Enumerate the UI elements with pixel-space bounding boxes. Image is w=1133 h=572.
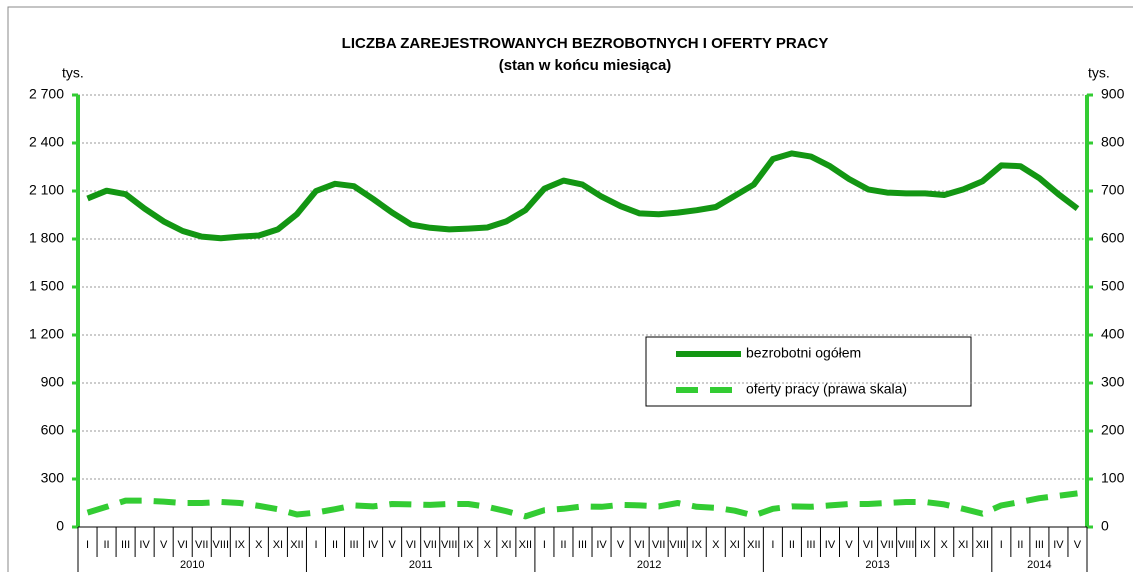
x-tick-label: VII <box>423 539 436 551</box>
x-tick-label: VI <box>406 539 416 551</box>
x-tick-label: II <box>1017 539 1023 551</box>
y2-tick-label: 0 <box>1101 518 1109 534</box>
x-tick-label: II <box>103 539 109 551</box>
y-tick-label: 2 400 <box>29 134 64 150</box>
chart-border <box>7 6 1133 572</box>
x-tick-label: III <box>806 539 815 551</box>
y-tick-label: 1 800 <box>29 230 64 246</box>
legend <box>645 336 972 407</box>
x-tick-label: XII <box>290 539 303 551</box>
x-tick-label: II <box>332 539 338 551</box>
x-tick-label: IV <box>139 539 150 551</box>
x-tick-label: VII <box>652 539 665 551</box>
x-tick-label: V <box>160 539 168 551</box>
y-tick-label: 600 <box>41 422 65 438</box>
x-tick-label: V <box>1074 539 1082 551</box>
y-tick-label: 900 <box>41 374 65 390</box>
y-tick-label: 1 500 <box>29 278 64 294</box>
x-tick-label: IV <box>825 539 836 551</box>
x-tick-label: II <box>789 539 795 551</box>
x-tick-label: IX <box>692 539 703 551</box>
x-tick-label: IX <box>463 539 474 551</box>
x-tick-label: IV <box>368 539 379 551</box>
x-tick-label: VIII <box>898 539 915 551</box>
x-tick-label: IX <box>920 539 931 551</box>
x-tick-label: IV <box>1053 539 1064 551</box>
year-label: 2014 <box>1027 559 1051 571</box>
chart-title: LICZBA ZAREJESTROWANYCH BEZROBOTNYCH I O… <box>342 35 829 52</box>
x-tick-label: XI <box>958 539 968 551</box>
x-tick-label: XI <box>730 539 740 551</box>
x-tick-label: V <box>845 539 853 551</box>
x-tick-label: VII <box>880 539 893 551</box>
x-tick-label: XII <box>976 539 989 551</box>
x-tick-label: X <box>712 539 720 551</box>
x-tick-label: III <box>121 539 130 551</box>
y2-tick-label: 700 <box>1101 182 1125 198</box>
x-tick-label: IV <box>596 539 607 551</box>
y-tick-label: 1 200 <box>29 326 64 342</box>
x-tick-label: VIII <box>669 539 686 551</box>
x-tick-label: IX <box>235 539 246 551</box>
y2-tick-label: 400 <box>1101 326 1125 342</box>
y-tick-label: 2 700 <box>29 86 64 102</box>
legend-label: oferty pracy (prawa skala) <box>746 381 907 397</box>
x-tick-label: I <box>771 539 774 551</box>
x-tick-label: XI <box>501 539 511 551</box>
x-tick-label: X <box>255 539 263 551</box>
x-tick-label: VIII <box>441 539 458 551</box>
x-tick-label: I <box>1000 539 1003 551</box>
x-tick-label: I <box>314 539 317 551</box>
x-tick-label: VI <box>634 539 644 551</box>
x-tick-label: XI <box>273 539 283 551</box>
data-line <box>86 490 1078 520</box>
y2-tick-label: 900 <box>1101 86 1125 102</box>
chart-subtitle: (stan w końcu miesiąca) <box>499 57 672 74</box>
year-label: 2011 <box>409 559 433 571</box>
x-tick-label: I <box>86 539 89 551</box>
y2-tick-label: 300 <box>1101 374 1125 390</box>
y2-tick-label: 600 <box>1101 230 1125 246</box>
x-tick-label: III <box>578 539 587 551</box>
x-tick-label: III <box>1035 539 1044 551</box>
year-label: 2013 <box>865 559 889 571</box>
x-tick-label: XII <box>747 539 760 551</box>
y2-tick-label: 100 <box>1101 470 1125 486</box>
x-tick-label: V <box>388 539 396 551</box>
x-tick-label: V <box>617 539 625 551</box>
x-tick-label: X <box>484 539 492 551</box>
data-line <box>86 150 1080 242</box>
y2-tick-label: 200 <box>1101 422 1125 438</box>
y-tick-label: 2 100 <box>29 182 64 198</box>
y2-tick-label: 800 <box>1101 134 1125 150</box>
x-tick-label: I <box>543 539 546 551</box>
x-tick-label: VI <box>178 539 188 551</box>
y-tick-label: 0 <box>56 518 64 534</box>
year-label: 2010 <box>180 559 204 571</box>
x-tick-label: II <box>560 539 566 551</box>
y2-axis-label: tys. <box>1088 65 1110 81</box>
x-tick-label: XII <box>519 539 532 551</box>
y2-tick-label: 500 <box>1101 278 1125 294</box>
year-label: 2012 <box>637 559 661 571</box>
y-tick-label: 300 <box>41 470 65 486</box>
y-axis-label: tys. <box>62 65 84 81</box>
x-tick-label: VIII <box>213 539 230 551</box>
legend-label: bezrobotni ogółem <box>746 345 861 361</box>
x-tick-label: X <box>941 539 949 551</box>
x-tick-label: VI <box>863 539 873 551</box>
x-tick-label: VII <box>195 539 208 551</box>
x-tick-label: III <box>349 539 358 551</box>
